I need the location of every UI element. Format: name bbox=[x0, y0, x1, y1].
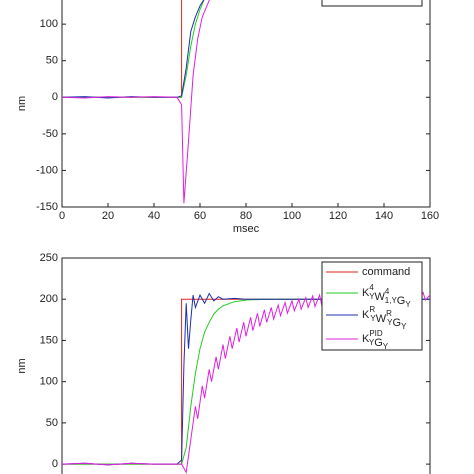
y-tick-label: 50 bbox=[46, 55, 58, 67]
y-tick-label: 200 bbox=[40, 293, 58, 305]
plot-area bbox=[62, 290, 430, 474]
legend-label: KPID YGY bbox=[362, 329, 389, 351]
y-tick-label: 50 bbox=[46, 417, 58, 429]
legend-label: K4 YW4 1,YGY bbox=[362, 283, 411, 309]
y-tick-label: 250 bbox=[40, 252, 58, 264]
legend-text: W bbox=[376, 313, 387, 325]
legend-box bbox=[321, 261, 423, 351]
legend-label: KR YWR YGY bbox=[362, 305, 407, 331]
y-tick-label: 0 bbox=[52, 458, 58, 470]
y-tick-label: -100 bbox=[36, 164, 58, 176]
y-tick-label: 0 bbox=[52, 91, 58, 103]
legend-sub: 1,Y bbox=[385, 296, 398, 305]
legend-sup: R bbox=[386, 309, 392, 318]
legend-sub: Y bbox=[383, 342, 389, 351]
y-axis-label: nm bbox=[16, 96, 28, 111]
legend-sup: PID bbox=[369, 329, 383, 338]
legend-label: command bbox=[362, 266, 410, 278]
y-tick-label: -50 bbox=[42, 128, 58, 140]
legend-text: G bbox=[393, 317, 402, 329]
legend-sub: Y bbox=[369, 338, 375, 347]
plot-area bbox=[62, 0, 210, 204]
x-tick-label: 100 bbox=[283, 210, 301, 222]
axes-frame bbox=[61, 0, 431, 208]
x-tick-label: 160 bbox=[421, 210, 439, 222]
legend-text: G bbox=[374, 337, 383, 349]
legend-text: K bbox=[362, 333, 370, 345]
y-tick-label: 150 bbox=[40, 334, 58, 346]
y-tick-label: 100 bbox=[40, 18, 58, 30]
legend-sup: 4 bbox=[385, 287, 390, 296]
x-axis-label: msec bbox=[233, 223, 260, 235]
legend-text: W bbox=[375, 291, 386, 303]
x-tick-label: 140 bbox=[375, 210, 393, 222]
legend-sub: Y bbox=[405, 300, 411, 309]
x-tick-label: 40 bbox=[148, 210, 160, 222]
legend-text: G bbox=[397, 295, 406, 307]
x-tick-label: 20 bbox=[102, 210, 114, 222]
series-line bbox=[62, 0, 205, 99]
legend-sub: Y bbox=[387, 318, 393, 327]
legend-text: K bbox=[362, 287, 370, 299]
legend-sup: 4 bbox=[369, 283, 374, 292]
legend-sub: Y bbox=[370, 314, 376, 323]
x-tick-label: 60 bbox=[194, 210, 206, 222]
y-tick-label: -150 bbox=[36, 201, 58, 213]
legend-sub: Y bbox=[369, 292, 375, 301]
legend-text: K bbox=[362, 309, 370, 321]
y-axis-label: nm bbox=[16, 358, 28, 373]
x-tick-label: 80 bbox=[240, 210, 252, 222]
x-tick-label: 0 bbox=[59, 210, 65, 222]
legend-sup: R bbox=[369, 305, 375, 314]
legend-box-cropped bbox=[321, 0, 423, 7]
x-tick-label: 120 bbox=[329, 210, 347, 222]
y-tick-label: 100 bbox=[40, 376, 58, 388]
legend-sub: Y bbox=[401, 322, 407, 331]
series-line bbox=[62, 0, 210, 204]
